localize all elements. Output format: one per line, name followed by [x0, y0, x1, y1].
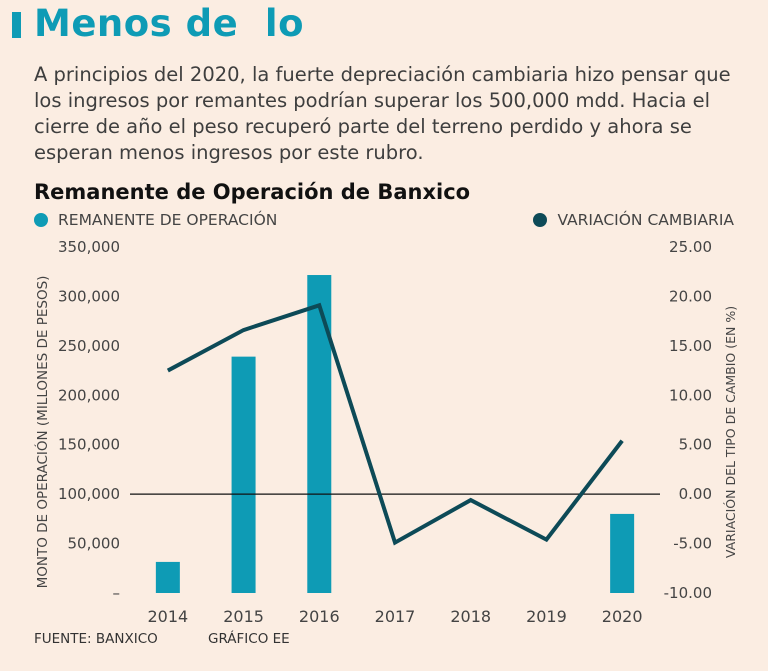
y-right-tick-label: 10.00	[669, 386, 712, 404]
y-left-tick-label: 100,000	[58, 485, 120, 503]
x-tick-label: 2017	[375, 607, 416, 626]
y-left-tick-label: 300,000	[58, 287, 120, 305]
title-accent-bar	[12, 12, 21, 38]
y-left-tick-label: 150,000	[58, 436, 120, 454]
y-right-tick-label: 15.00	[669, 337, 712, 355]
y-left-axis-label: MONTO DE OPERACIÓN (MILLONES DE PESOS)	[33, 276, 51, 589]
legend-dot-line	[533, 213, 548, 227]
chart-title: Remanente de Operación de Banxico	[34, 180, 471, 204]
y-right-axis-label: VARIACIÓN DEL TIPO DE CAMBIO (EN %)	[723, 306, 738, 558]
source-note: FUENTE: BANXICO	[34, 631, 158, 647]
intro-paragraph: A principios del 2020, la fuerte depreci…	[34, 63, 731, 164]
y-right-tick-label: 20.00	[669, 287, 712, 305]
bar-2014	[155, 561, 180, 593]
legend-label-bar: REMANENTE DE OPERACIÓN	[58, 211, 278, 229]
y-left-tick-label: 250,000	[58, 337, 120, 355]
x-tick-label: 2020	[602, 607, 643, 626]
y-right-tick-label: 0.00	[679, 485, 712, 503]
x-tick-label: 2016	[299, 607, 340, 626]
y-right-tick-label: -5.00	[673, 535, 712, 553]
y-left-tick-label: 50,000	[68, 535, 121, 553]
legend-label-line: VARIACIÓN CAMBIARIA	[557, 211, 734, 229]
legend-dot-bar	[34, 213, 48, 227]
x-tick-label: 2018	[450, 607, 491, 626]
x-tick-label: 2019	[526, 607, 567, 626]
legend-bar-series: REMANENTE DE OPERACIÓN	[34, 211, 277, 229]
y-left-tick-label: 200,000	[58, 386, 120, 404]
y-right-tick-label: 25.00	[669, 238, 712, 256]
credit-note: GRÁFICO EE	[208, 631, 290, 647]
y-left-tick-label: 350,000	[58, 238, 120, 256]
y-right-tick-label: 5.00	[679, 436, 712, 454]
bar-2015	[231, 356, 256, 593]
legend-line-series: VARIACIÓN CAMBIARIA	[533, 211, 734, 229]
page-title: Menos de lo	[34, 2, 305, 45]
y-right-tick-label: -10.00	[664, 584, 712, 602]
x-tick-label: 2014	[147, 607, 188, 626]
bar-2020	[610, 513, 635, 593]
y-left-tick-label: –	[113, 584, 121, 602]
x-tick-label: 2015	[223, 607, 264, 626]
bar-2016	[307, 275, 332, 593]
